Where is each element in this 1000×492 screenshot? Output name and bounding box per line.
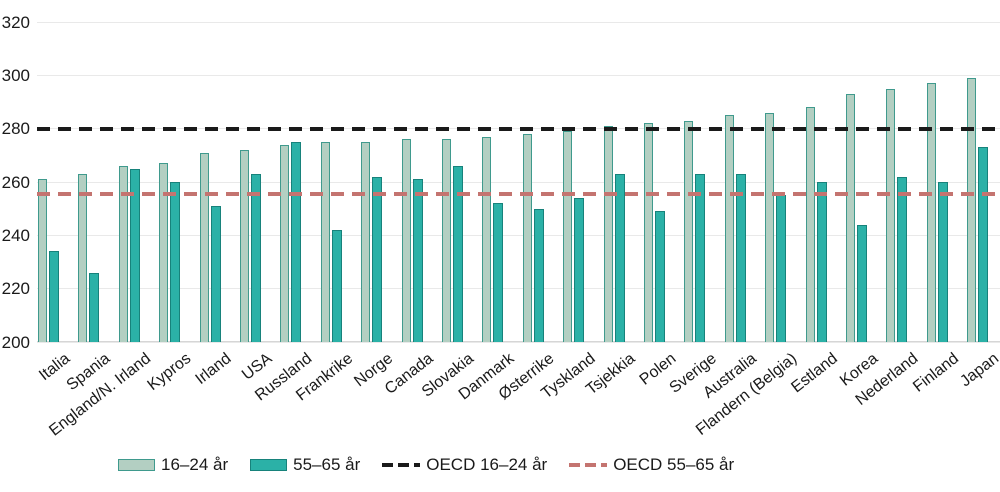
gridline bbox=[37, 21, 1000, 23]
y-axis-tick-label: 240 bbox=[1, 225, 30, 245]
gridline bbox=[37, 234, 1000, 236]
legend-label: OECD 55–65 år bbox=[613, 455, 735, 474]
bar-16-24 bbox=[846, 94, 855, 342]
y-axis-tick-label: 260 bbox=[1, 172, 30, 192]
bar-55-65 bbox=[533, 208, 544, 342]
x-axis-category-label: Irland bbox=[192, 350, 235, 389]
y-axis-tick-label: 200 bbox=[1, 332, 30, 352]
bar-55-65 bbox=[89, 272, 100, 342]
bar-55-65 bbox=[372, 176, 383, 342]
x-axis-category-label: Finland bbox=[909, 350, 962, 396]
bar-16-24 bbox=[724, 115, 734, 342]
bar-16-24 bbox=[522, 134, 532, 342]
gridline bbox=[37, 74, 1000, 76]
bar-16-24 bbox=[159, 163, 169, 342]
reference-line bbox=[37, 126, 1000, 131]
reference-line bbox=[37, 192, 1000, 196]
bar-55-65 bbox=[291, 142, 302, 342]
bar-16-24 bbox=[240, 150, 249, 342]
bar-55-65 bbox=[614, 174, 625, 342]
gridline bbox=[37, 288, 1000, 290]
x-axis: Italia Spania England/N. Irland Kypros Irlan… bbox=[36, 350, 1000, 445]
legend-swatch-icon bbox=[118, 459, 155, 471]
bar-16-24 bbox=[563, 131, 573, 342]
bar-55-65 bbox=[857, 224, 867, 342]
y-axis-tick-label: 300 bbox=[1, 65, 30, 85]
legend: 16–24 år 55–65 år OECD 16–24 år OECD 55–65 … bbox=[118, 455, 734, 475]
y-axis-tick-label: 220 bbox=[1, 279, 30, 299]
bar-55-65 bbox=[897, 176, 908, 342]
legend-dash-icon bbox=[569, 463, 608, 467]
y-axis: 200 220 240 260 280 300 320 bbox=[0, 14, 30, 351]
bar-55-65 bbox=[816, 182, 827, 342]
y-axis-tick-label: 320 bbox=[1, 12, 30, 32]
legend-label: OECD 16–24 år bbox=[426, 455, 548, 474]
legend-label: 16–24 år bbox=[161, 455, 229, 474]
bar-55-65 bbox=[331, 230, 342, 342]
bar-16-24 bbox=[765, 112, 775, 342]
bar-55-65 bbox=[695, 174, 706, 342]
bar-16-24 bbox=[118, 166, 128, 342]
bar-55-65 bbox=[655, 211, 665, 342]
bar-16-24 bbox=[967, 78, 977, 342]
legend-item-series-1: 55–65 år bbox=[250, 455, 360, 475]
bar-16-24 bbox=[926, 83, 936, 342]
bar-55-65 bbox=[210, 206, 221, 342]
bar-55-65 bbox=[574, 198, 585, 342]
bar-16-24 bbox=[78, 174, 88, 342]
x-axis-category-label: Japan bbox=[957, 350, 1000, 391]
bar-55-65 bbox=[493, 203, 504, 342]
gridline bbox=[37, 181, 1000, 183]
legend-dash-icon bbox=[382, 463, 421, 467]
bar-55-65 bbox=[129, 168, 140, 342]
bar-16-24 bbox=[684, 120, 694, 342]
bar-16-24 bbox=[38, 179, 47, 342]
x-axis-line bbox=[37, 341, 1000, 342]
bar-16-24 bbox=[644, 123, 653, 342]
bar-16-24 bbox=[401, 139, 411, 342]
plot-area bbox=[37, 21, 1000, 343]
bar-55-65 bbox=[937, 182, 948, 342]
bar-16-24 bbox=[603, 126, 613, 342]
bar-16-24 bbox=[361, 142, 371, 342]
legend-item-series-0: 16–24 år bbox=[118, 455, 228, 475]
bar-16-24 bbox=[442, 139, 451, 342]
bar-16-24 bbox=[805, 107, 815, 342]
bar-55-65 bbox=[412, 179, 423, 342]
bar-55-65 bbox=[735, 174, 746, 342]
bar-16-24 bbox=[482, 136, 492, 342]
legend-item-refline-0: OECD 16–24 år bbox=[382, 455, 547, 475]
bar-55-65 bbox=[453, 166, 463, 342]
bar-55-65 bbox=[49, 251, 59, 342]
bar-16-24 bbox=[320, 142, 330, 342]
gridline bbox=[37, 341, 1000, 343]
y-axis-tick-label: 280 bbox=[1, 119, 30, 139]
bar-55-65 bbox=[170, 182, 181, 342]
legend-item-refline-1: OECD 55–65 år bbox=[569, 455, 734, 475]
bar-16-24 bbox=[280, 144, 290, 342]
x-axis-category-label: Kypros bbox=[144, 350, 195, 395]
bar-55-65 bbox=[978, 147, 989, 342]
bar-16-24 bbox=[886, 88, 896, 342]
bar-55-65 bbox=[776, 195, 787, 342]
legend-label: 55–65 år bbox=[293, 455, 361, 474]
bar-55-65 bbox=[251, 174, 261, 342]
bar-16-24 bbox=[199, 152, 209, 342]
legend-swatch-icon bbox=[250, 459, 288, 471]
